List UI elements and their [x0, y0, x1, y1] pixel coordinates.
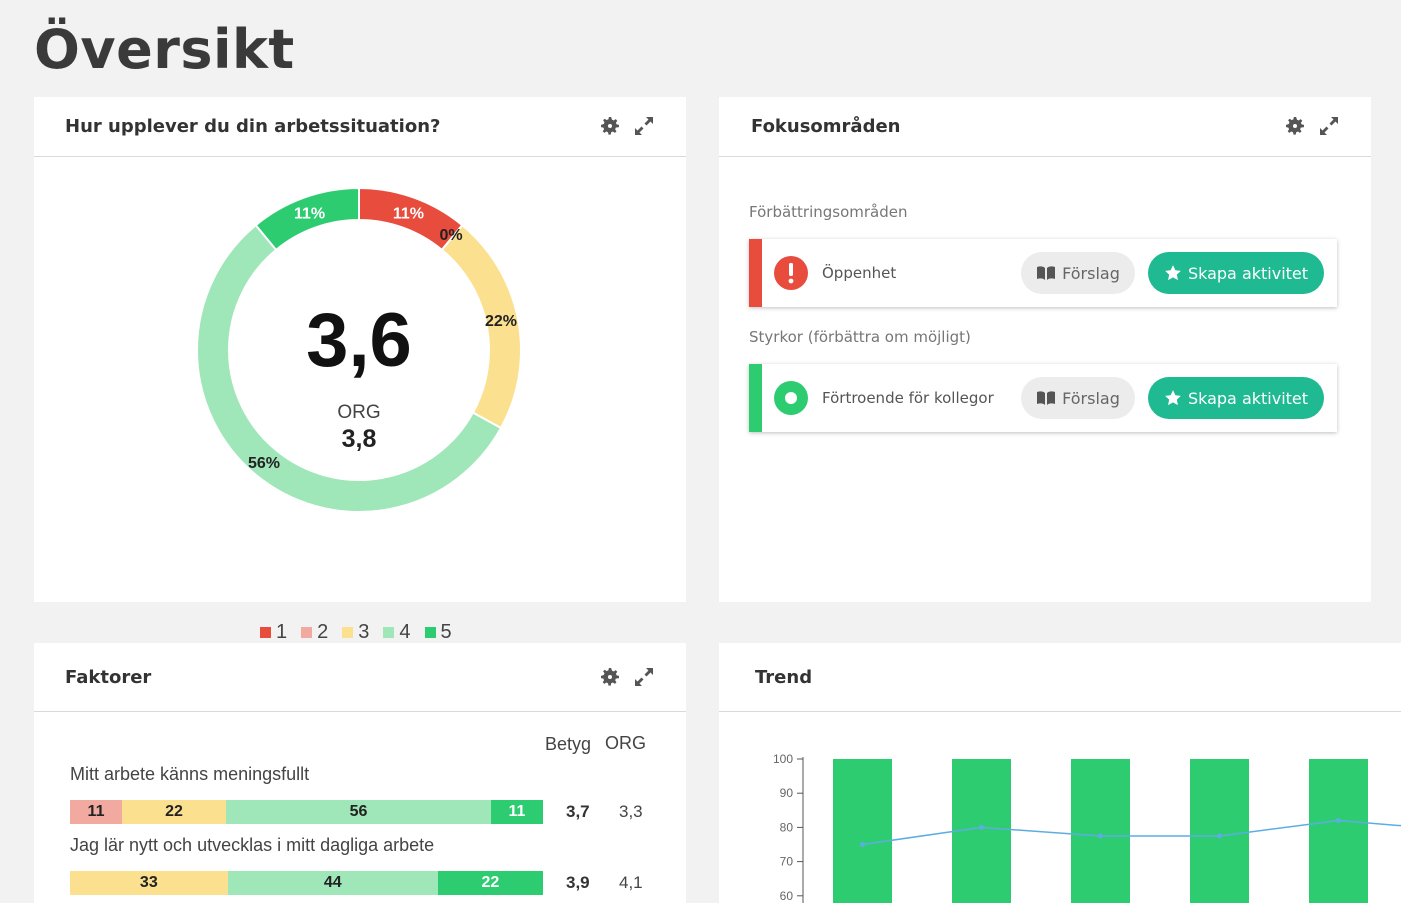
factor-label: Mitt arbete känns meningsfullt — [70, 764, 310, 784]
legend-item: 5 — [424, 621, 452, 644]
page-title: Översikt — [34, 18, 295, 81]
card-header: Faktorer — [34, 643, 686, 712]
work-situation-card: Hur upplever du din arbetssituation? 11%… — [34, 97, 686, 643]
factor-org-score: 3,3 — [619, 802, 643, 821]
factor-bar: 11 22 56 11 — [70, 800, 543, 824]
bar-segment: 11 — [70, 800, 123, 824]
card-header: Fokusområden — [719, 97, 1371, 157]
suggestions-button[interactable]: Förslag — [1021, 377, 1135, 419]
legend-item: 3 — [342, 621, 369, 644]
card-title: Trend — [755, 667, 813, 688]
trend-line — [862, 819, 1401, 846]
org-score: 3,8 — [341, 425, 377, 453]
org-column-header: ORG — [605, 733, 647, 753]
card-tools — [598, 114, 656, 138]
legend-label: 3 — [358, 621, 370, 643]
average-score: 3,6 — [306, 298, 412, 383]
focus-item-strength: Förtroende för kollegor Förslag Skapa ak… — [749, 364, 1337, 432]
card-title: Hur upplever du din arbetssituation? — [65, 116, 441, 137]
suggestions-button[interactable]: Förslag — [1021, 252, 1135, 294]
factors-card: Faktorer Betyg ORG Mitt arbete känns men… — [34, 643, 686, 903]
legend-label: 5 — [440, 621, 452, 643]
donut-chart: 11% 0% 22% 56% 11% — [196, 186, 522, 513]
star-icon — [1165, 390, 1181, 406]
trend-point — [1217, 833, 1222, 839]
legend-item: 1 — [260, 621, 287, 644]
create-activity-label: Skapa aktivitet — [1187, 388, 1309, 408]
card-title: Fokusområden — [751, 116, 901, 137]
improvement-areas-label: Förbättringsområden — [749, 203, 908, 221]
expand-icon[interactable] — [632, 665, 656, 689]
factor-bar: 33 44 22 — [70, 871, 543, 895]
strengths-label: Styrkor (förbättra om möjligt) — [749, 328, 971, 346]
create-activity-button[interactable]: Skapa aktivitet — [1148, 252, 1324, 294]
star-icon — [1165, 265, 1181, 281]
card-tools — [1283, 114, 1341, 138]
factor-score: 3,7 — [566, 802, 590, 821]
factor-score: 3,9 — [566, 873, 590, 892]
create-activity-label: Skapa aktivitet — [1187, 263, 1309, 283]
slice-label: 11% — [393, 206, 424, 223]
slice-label: 0% — [439, 227, 462, 244]
bar-segment: 56 — [226, 800, 491, 824]
card-header: Trend — [719, 643, 1401, 712]
legend-label: 4 — [399, 621, 411, 643]
card-title: Faktorer — [65, 667, 152, 688]
factor-label: Jag lär nytt och utvecklas i mitt daglig… — [70, 835, 435, 855]
bar-segment: 11 — [490, 800, 543, 824]
expand-icon[interactable] — [632, 114, 656, 138]
suggestions-label: Förslag — [1062, 263, 1120, 283]
bar-segment: 22 — [437, 871, 543, 895]
trend-point — [1098, 833, 1103, 839]
score-column-header: Betyg — [545, 734, 592, 754]
slice-label: 22% — [485, 313, 517, 330]
bar-segment: 22 — [122, 800, 227, 824]
donut-legend: 1 2 3 4 5 — [260, 621, 452, 644]
bar-segment: 44 — [227, 871, 438, 895]
focus-item-label: Förtroende för kollegor — [822, 389, 994, 407]
y-tick-label: 80 — [780, 820, 794, 834]
focus-areas-card: Fokusområden Förbättringsområden Öppenhe… — [719, 97, 1371, 602]
donut-slice — [254, 186, 360, 252]
focus-item-improvement: Öppenhet Förslag Skapa aktivitet — [749, 239, 1337, 307]
trend-bar — [1309, 759, 1368, 903]
trend-bar — [1190, 759, 1249, 903]
trend-card: Trend 100 90 80 70 60 — [719, 643, 1401, 903]
card-tools — [598, 665, 656, 689]
trend-point — [979, 824, 984, 830]
gear-icon[interactable] — [598, 665, 622, 689]
y-tick-label: 70 — [780, 855, 794, 869]
check-circle-icon — [774, 381, 808, 415]
card-header: Hur upplever du din arbetssituation? — [34, 97, 686, 157]
legend-item: 2 — [301, 621, 328, 644]
bar-segment: 33 — [70, 871, 228, 895]
book-icon — [1037, 391, 1056, 405]
focus-item-label: Öppenhet — [822, 264, 897, 282]
factor-org-score: 4,1 — [619, 873, 643, 892]
trend-point — [860, 842, 865, 847]
org-label: ORG — [337, 402, 381, 423]
trend-chart: 100 90 80 70 60 — [773, 752, 1401, 903]
trend-point — [1336, 818, 1341, 824]
book-icon — [1037, 266, 1056, 280]
y-tick-label: 90 — [780, 786, 794, 800]
gear-icon[interactable] — [598, 114, 622, 138]
gear-icon[interactable] — [1283, 114, 1307, 138]
legend-label: 2 — [317, 621, 329, 643]
trend-bar — [833, 759, 892, 903]
donut-slice — [196, 223, 503, 513]
y-tick-label: 60 — [780, 889, 794, 903]
expand-icon[interactable] — [1317, 114, 1341, 138]
create-activity-button[interactable]: Skapa aktivitet — [1148, 377, 1324, 419]
warning-icon — [774, 256, 808, 290]
trend-bar — [1071, 759, 1130, 903]
suggestions-label: Förslag — [1062, 388, 1120, 408]
slice-label: 11% — [294, 206, 325, 223]
slice-label: 56% — [248, 455, 280, 472]
legend-label: 1 — [276, 621, 288, 643]
trend-bar — [952, 759, 1011, 903]
legend-item: 4 — [383, 621, 411, 644]
y-tick-label: 100 — [773, 752, 793, 766]
